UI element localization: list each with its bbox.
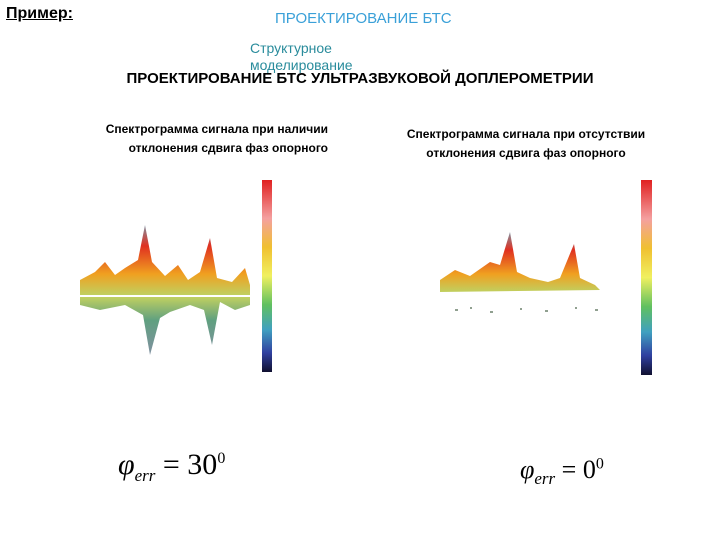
color-bar bbox=[262, 180, 272, 372]
subsection-title: Структурное моделирование bbox=[250, 40, 353, 73]
section-title: ПРОЕКТИРОВАНИЕ БТС bbox=[275, 10, 452, 27]
spectrum bbox=[80, 225, 250, 295]
superscript: 0 bbox=[595, 455, 604, 473]
subscript: err bbox=[534, 469, 556, 489]
example-label: Пример: bbox=[6, 5, 73, 22]
spectrum bbox=[80, 297, 250, 355]
formula: φerr = 300 bbox=[118, 448, 225, 486]
symbol: φ bbox=[118, 448, 135, 481]
subscript: err bbox=[134, 466, 156, 485]
spectrum bbox=[440, 232, 600, 292]
superscript: 0 bbox=[217, 450, 226, 467]
symbol: φ bbox=[520, 455, 535, 484]
caption: Спектрограмма сигнала при отсутствии отк… bbox=[406, 127, 646, 160]
relation: = 30 bbox=[162, 448, 218, 481]
formula: φerr = 00 bbox=[520, 455, 604, 489]
color-bar bbox=[641, 180, 652, 375]
caption: Спектрограмма сигнала при наличии отклон… bbox=[105, 122, 328, 155]
relation: = 0 bbox=[561, 455, 596, 484]
slide-title: ПРОЕКТИРОВАНИЕ БТС УЛЬТРАЗВУКОВОЙ ДОПЛЕР… bbox=[126, 70, 594, 87]
